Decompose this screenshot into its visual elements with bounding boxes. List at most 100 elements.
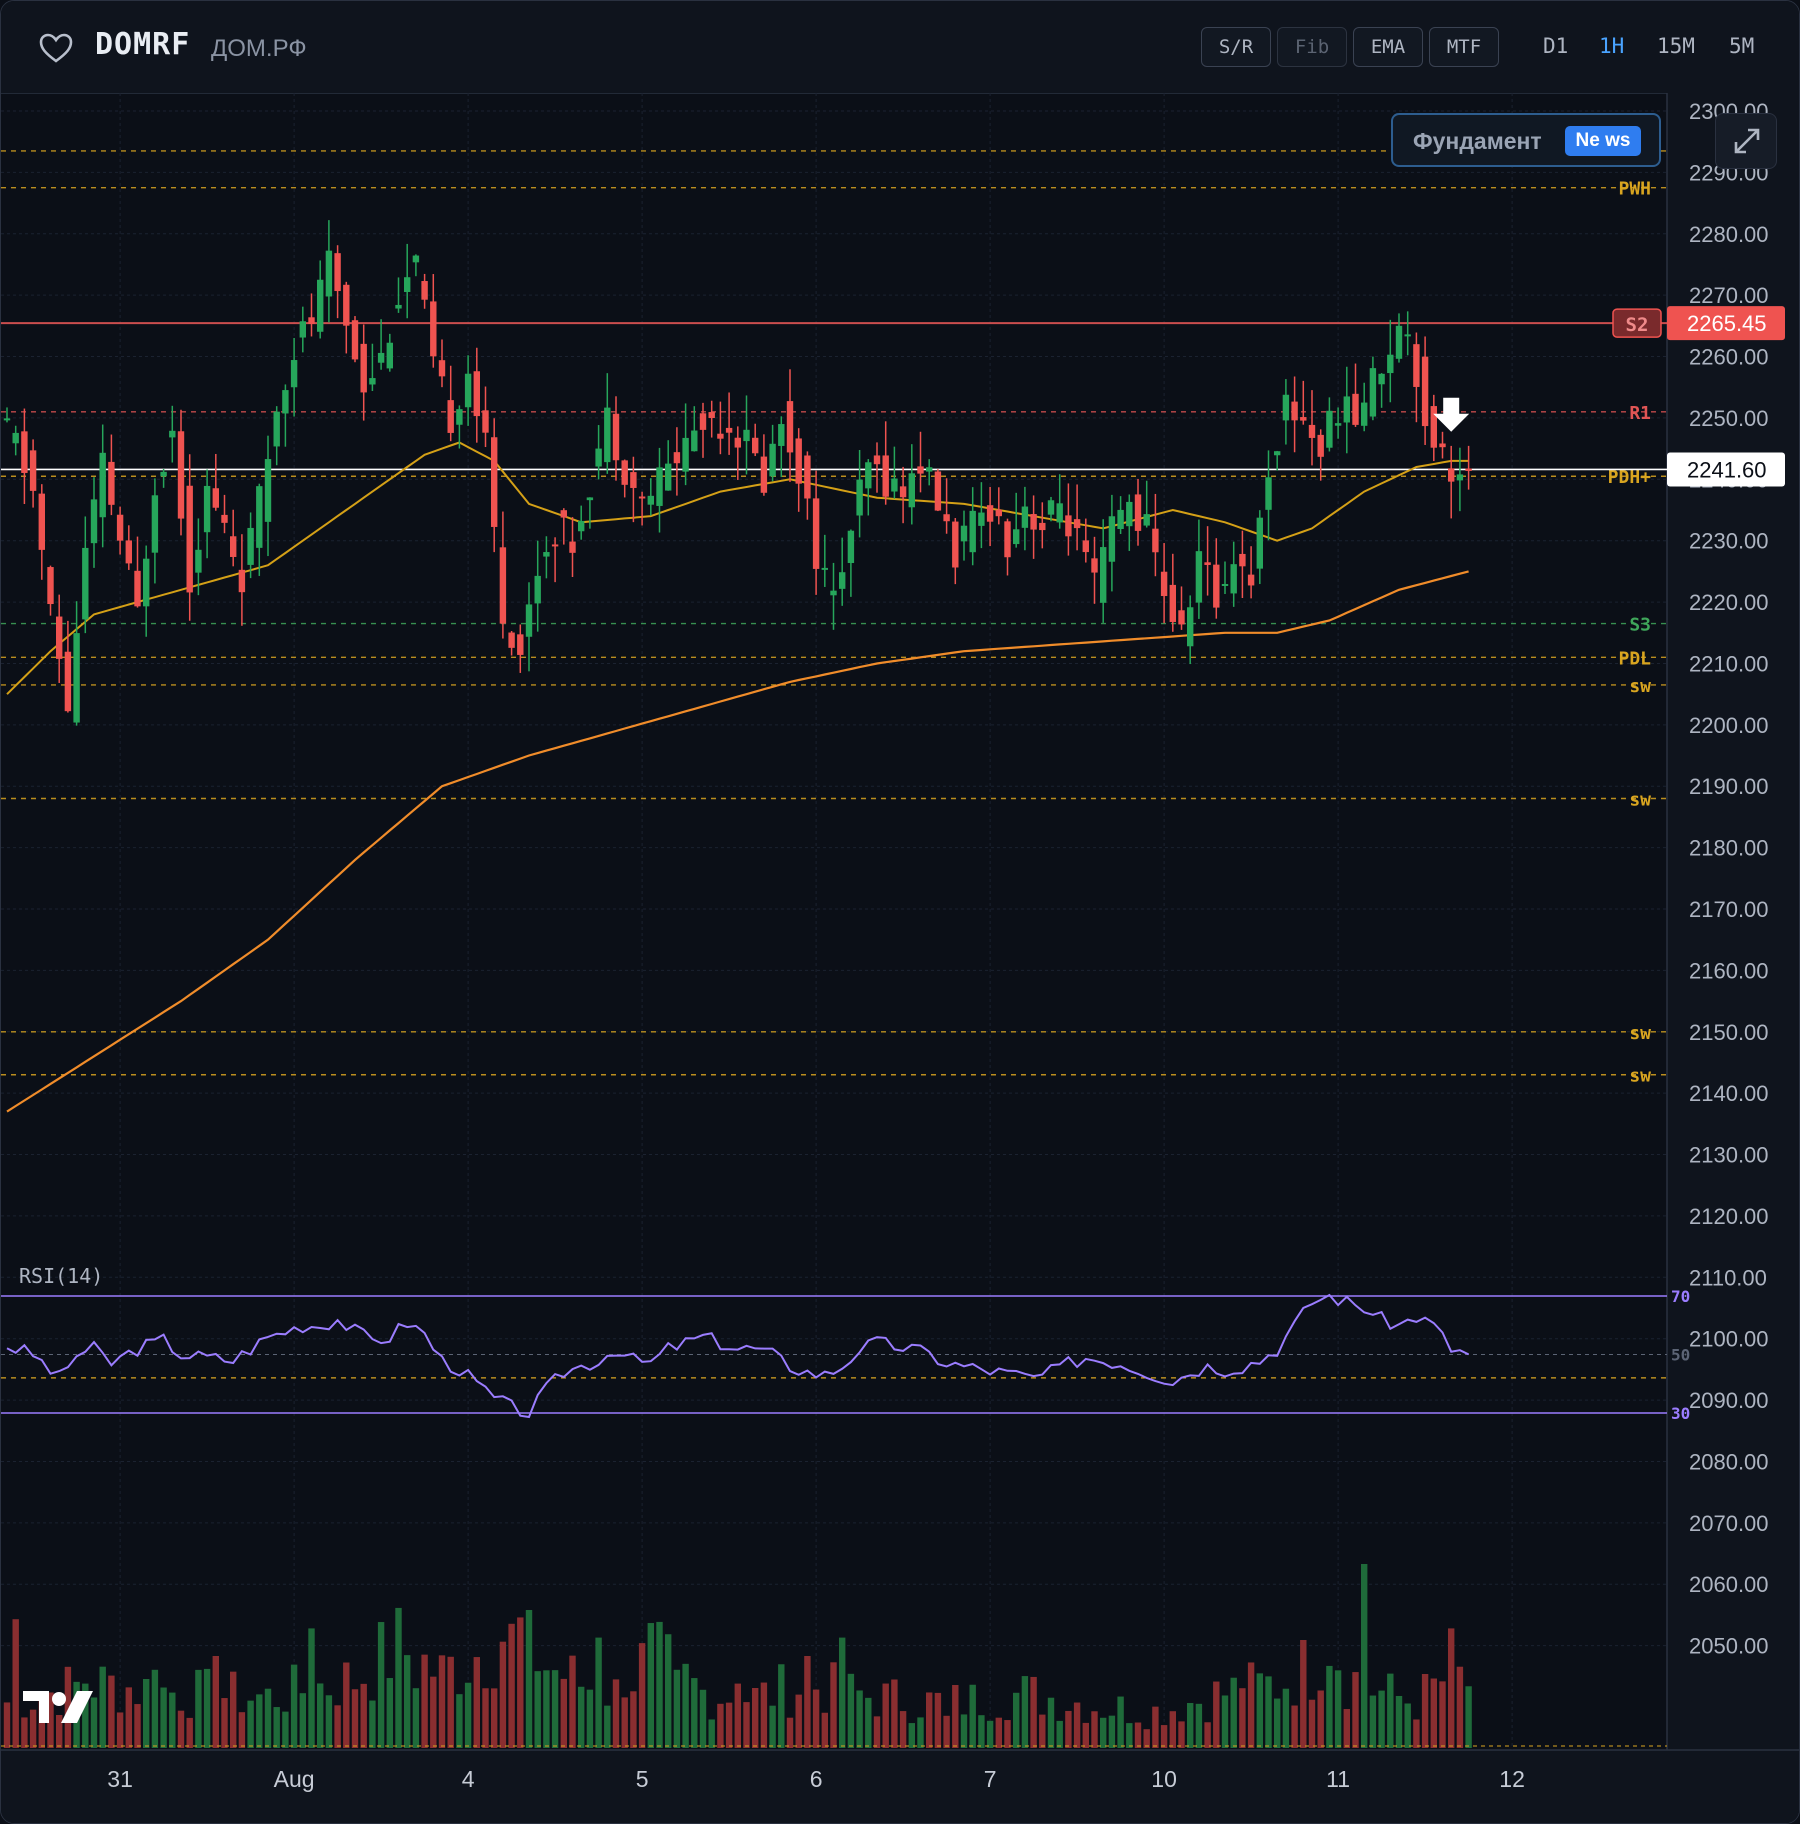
volume-bar [717, 1703, 724, 1748]
candle-body [847, 530, 855, 564]
volume-bar [926, 1692, 933, 1748]
level-label: PWH [1618, 179, 1651, 200]
ema-toggle-button[interactable]: EMA [1353, 27, 1423, 67]
ticker-symbol: DOMRF [95, 27, 191, 62]
volume-bar [856, 1690, 863, 1748]
price-tick-label: 2050.00 [1689, 1634, 1769, 1659]
time-tick-label: 12 [1499, 1766, 1525, 1792]
timeframe-d1[interactable]: D1 [1543, 34, 1569, 58]
volume-bar [377, 1622, 385, 1748]
candle-body [1361, 402, 1368, 426]
volume-bar [212, 1656, 219, 1748]
volume-bar [656, 1621, 663, 1748]
candle-body [839, 572, 846, 589]
volume-bar [1065, 1710, 1072, 1748]
volume-bar [534, 1671, 541, 1748]
price-tick-label: 2150.00 [1689, 1020, 1769, 1045]
candle-body [1065, 515, 1072, 537]
candle-body [1213, 564, 1220, 608]
price-chart[interactable]: 2300.002290.002280.002270.002260.002250.… [1, 93, 1800, 1823]
volume-bar [517, 1617, 524, 1748]
volume-bar [1013, 1692, 1020, 1748]
candle-body [569, 541, 576, 553]
rsi-level-label: 70 [1671, 1287, 1690, 1306]
timeframe-1h[interactable]: 1H [1599, 34, 1625, 58]
timeframe-5m[interactable]: 5M [1729, 34, 1755, 58]
sr-toggle-button[interactable]: S/R [1201, 27, 1271, 67]
candle-body [47, 567, 54, 605]
candle-body [1056, 503, 1063, 523]
news-badge: Ne ws [1565, 126, 1641, 156]
volume-bar [21, 1717, 28, 1748]
candle-body [821, 567, 828, 570]
candle-body [830, 590, 837, 596]
volume-bar [47, 1692, 54, 1748]
volume-bar [1030, 1676, 1037, 1748]
expand-icon [1734, 128, 1760, 154]
candle-body [656, 467, 663, 506]
volume-bar [1465, 1686, 1472, 1748]
price-tick-label: 2270.00 [1689, 283, 1769, 308]
volume-bar [351, 1689, 359, 1748]
expand-button[interactable] [1715, 113, 1777, 169]
ema-slow-line [6, 570, 1469, 1113]
mtf-toggle-button[interactable]: MTF [1429, 27, 1499, 67]
volume-bar [1230, 1677, 1237, 1748]
volume-bar [134, 1704, 141, 1748]
candle-body [517, 634, 524, 655]
volume-bar [934, 1692, 942, 1748]
candle-body [108, 461, 115, 505]
volume-bar [1352, 1672, 1359, 1748]
candle-body [786, 401, 794, 453]
candle-body [56, 616, 63, 659]
level-label: sw [1629, 676, 1651, 697]
candle-body [1413, 344, 1420, 387]
time-tick-label: 10 [1151, 1766, 1177, 1792]
volume-bar [221, 1698, 228, 1748]
volume-bar [360, 1683, 367, 1748]
candle-body [926, 467, 933, 472]
price-label-current: 2241.60 [1687, 457, 1767, 482]
time-tick-label: 5 [636, 1766, 649, 1792]
price-tick-label: 2110.00 [1689, 1265, 1767, 1290]
volume-bar [725, 1702, 733, 1748]
volume-bar [195, 1669, 202, 1748]
candle-body [525, 604, 533, 637]
volume-bar [1308, 1699, 1316, 1748]
volume-bar [630, 1691, 637, 1748]
candle-body [952, 521, 959, 568]
level-label: S3 [1629, 615, 1651, 636]
volume-bar [1047, 1697, 1055, 1748]
candle-body [221, 514, 228, 523]
candle-body [299, 321, 306, 338]
candle-body [125, 540, 132, 564]
volume-bar [1195, 1703, 1203, 1748]
time-tick-label: 11 [1326, 1766, 1350, 1792]
heart-icon[interactable] [39, 33, 73, 63]
candle-body [38, 493, 45, 550]
volume-bar [12, 1619, 19, 1748]
candle-body [1030, 514, 1037, 530]
candle-body [360, 343, 367, 393]
candle-body [282, 390, 289, 414]
price-label-current-bg [1667, 452, 1785, 487]
candle-body [3, 418, 11, 421]
fib-toggle-button[interactable]: Fib [1277, 27, 1347, 67]
fundamental-news-button[interactable]: Фундамент Ne ws [1391, 113, 1661, 167]
candle-body [1108, 516, 1116, 562]
candle-body [899, 486, 907, 498]
volume-bar [743, 1702, 750, 1748]
candle-body [1204, 562, 1211, 565]
candle-body [873, 455, 881, 465]
candle-body [186, 485, 193, 593]
timeframe-15m[interactable]: 15M [1657, 34, 1695, 58]
candle-body [1117, 509, 1124, 529]
volume-bar [317, 1683, 324, 1748]
price-tick-label: 2080.00 [1689, 1449, 1769, 1474]
candle-body [116, 514, 124, 541]
volume-bar [752, 1687, 759, 1748]
candle-body [195, 549, 202, 573]
volume-bar [1239, 1688, 1246, 1748]
candle-body [708, 412, 715, 419]
